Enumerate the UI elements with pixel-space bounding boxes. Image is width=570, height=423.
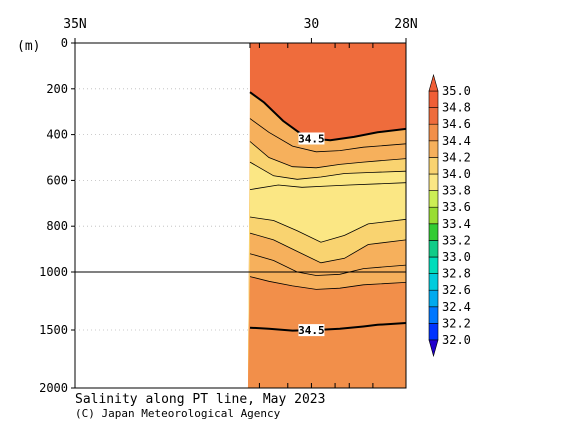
colorbar-label: 32.6 [442,283,471,297]
y-unit-label: (m) [17,39,40,54]
colorbar-label: 32.2 [442,316,471,330]
y-tick-label: 400 [46,128,68,142]
contour-labels: 34.5 34.5 [298,132,325,337]
x-axis: 35N 30 28N [63,17,418,388]
colorbar-label: 33.8 [442,184,471,198]
colorbar-segment [428,289,439,308]
colorbar-label: 33.2 [442,233,471,247]
plot-frame [74,42,407,389]
colorbar-label: 32.8 [442,267,471,281]
x-tick-label: 28N [394,17,417,32]
colorbar-segment [428,173,439,191]
contour-line [249,216,406,243]
y-tick-label: 1500 [39,323,68,337]
colorbar-label: 34.6 [442,117,471,131]
credit-text: (C) Japan Meteorological Agency [75,407,281,420]
colorbar-label: 33.6 [442,200,471,214]
colorbar-segment [428,107,439,125]
colorbar-label: 33.0 [442,250,471,264]
x-tick-label: 30 [304,17,320,32]
chart-title: Salinity along PT line, May 2023 [75,392,325,407]
x-tick-label: 35N [63,17,86,32]
colorbar-max-arrow [428,73,439,92]
colorbar-segment [428,306,439,324]
colorbar-label: 35.0 [442,84,471,98]
colorbar-segment [428,240,439,258]
salinity-field [247,43,406,388]
contour-label: 34.5 [298,132,325,145]
colorbar-label: 34.4 [442,134,471,148]
y-axis: 0 200 400 600 800 1000 1500 2000 [39,36,75,395]
colorbar-segment [428,256,439,274]
contour-line [249,322,406,332]
colorbar-segment [428,90,439,108]
colorbar-segment [428,273,439,291]
colorbar-segment [428,223,439,241]
colorbar-label: 33.4 [442,217,471,231]
colorbar-segment [428,323,439,341]
contour-line [249,232,406,264]
contour-label-bg [298,132,325,145]
colorbar-min-arrow [428,339,439,358]
colorbar-label: 32.4 [442,300,471,314]
y-tick-label: 200 [46,82,68,96]
colorbar-label: 32.0 [442,333,471,347]
contour-label-bg [298,324,325,337]
y-tick-label: 1000 [39,265,68,279]
contour-line [249,253,406,276]
contour-line [249,141,406,169]
contour-line [249,118,406,153]
colorbar-segment [428,123,439,142]
colorbar-legend: 32.0 32.2 32.4 32.6 32.8 33.0 33.2 33.4 33.6 33.8… [428,73,471,358]
salinity-band [248,323,406,388]
colorbar-label: 34.0 [442,167,471,181]
contour-line [249,161,406,180]
colorbar-segment [428,206,439,225]
colorbar-segment [428,157,439,175]
y-tick-label: 600 [46,173,68,187]
colorbar-label: 34.2 [442,150,471,164]
colorbar-segment [428,190,439,208]
y-tick-label: 800 [46,219,68,233]
contour-label: 34.5 [298,324,325,337]
contour-line [249,182,406,190]
contour-line [249,276,406,290]
colorbar-label: 34.8 [442,101,471,115]
y-tick-label: 0 [61,36,68,50]
y-tick-label: 2000 [39,381,68,395]
colorbar-segment [428,140,439,158]
